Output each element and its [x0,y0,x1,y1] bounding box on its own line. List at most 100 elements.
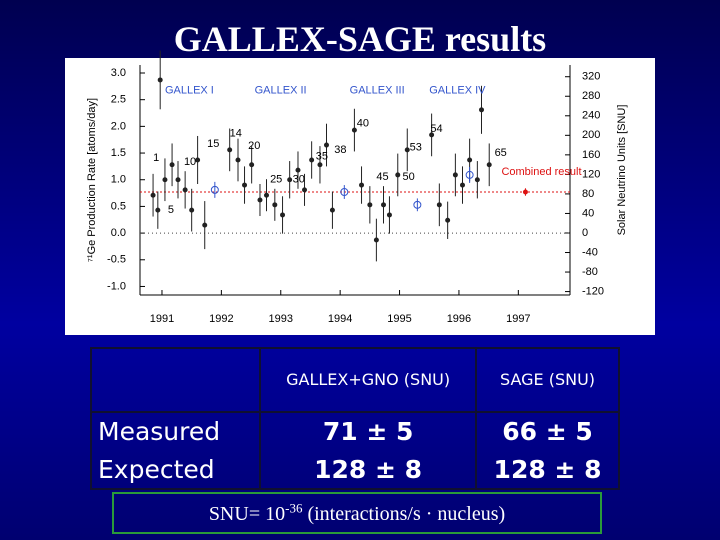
annotation: 65 [495,147,507,159]
point [309,157,315,163]
combined-label: Combined result [501,166,581,178]
point [452,172,458,178]
point [359,182,365,188]
x-tick-label: 1993 [269,313,293,325]
header-cell: SAGE (SNU) [475,346,620,414]
point [210,185,219,194]
slide-title: GALLEX-SAGE results [173,19,547,59]
point [479,107,485,113]
value-cell: 128 ± 8 [259,450,478,491]
point [257,197,263,203]
results-table: GALLEX+GNO (SNU) SAGE (SNU) Measured 71 … [89,346,620,491]
x-tick-label: 1991 [150,313,174,325]
point [373,237,379,243]
point [386,212,392,218]
y-tick-label: 3.0 [111,67,126,79]
y-tick-label: 0.0 [111,227,126,239]
y2-tick-label: 80 [582,188,594,200]
point [436,202,442,208]
annotation: 5 [168,204,174,216]
x-tick-label: 1994 [328,313,352,325]
y2-axis-label: Solar Neutrino Units [SNU] [616,105,628,236]
point [413,200,422,209]
footnote-text: (interactions/s · nucleus) [302,503,506,525]
point [351,127,357,133]
footnote-text: SNU= 10 [208,503,286,525]
annotation: 50 [403,171,415,183]
point [467,157,473,163]
point [182,187,188,193]
point [202,222,208,228]
point [280,212,286,218]
y2-tick-label: -80 [582,266,598,278]
annotation: 14 [230,128,242,140]
y2-tick-label: 40 [582,207,594,219]
annotation: 53 [410,142,422,154]
point [242,182,248,188]
point [157,77,163,83]
point [162,177,168,183]
point [287,177,293,183]
point [367,202,373,208]
point [155,207,161,213]
y2-tick-label: -120 [582,285,604,297]
y-tick-label: 2.0 [111,120,126,132]
annotation: 15 [207,138,219,150]
y-tick-label: 1.0 [111,174,126,186]
y2-tick-label: 120 [582,168,600,180]
y2-tick-label: 160 [582,149,600,161]
annotation: 35 [316,151,328,163]
point [323,142,329,148]
point [329,207,335,213]
annotation: 1 [153,152,159,164]
point [169,162,175,168]
point [295,167,301,173]
point [381,202,387,208]
row-label: Measured [89,411,262,451]
empty-cell [89,346,262,414]
point [195,157,201,163]
y-axis-label: ⁷¹Ge Production Rate [atoms/day] [86,98,98,262]
chart-background [65,58,655,335]
y-tick-label: -1.0 [107,280,126,292]
point [175,177,181,183]
value-cell: 128 ± 8 [475,450,620,491]
point [302,187,308,193]
point [150,192,156,198]
point [522,189,528,195]
annotation: GALLEX III [350,85,405,97]
footnote: SNU= 10-36 (interactions/s · nucleus) [112,492,602,534]
point [249,162,255,168]
annotation: 45 [376,171,388,183]
annotation: GALLEX IV [429,85,486,97]
point [429,132,435,138]
annotation: 54 [430,123,442,135]
y-tick-label: 0.5 [111,200,126,212]
annotation: 30 [293,174,305,186]
y-tick-label: 2.5 [111,94,126,106]
value-cell: 66 ± 5 [475,411,620,451]
point [189,207,195,213]
y2-tick-label: 280 [582,90,600,102]
y2-tick-label: 240 [582,110,600,122]
annotation: GALLEX II [255,85,307,97]
header-cell: GALLEX+GNO (SNU) [259,346,478,414]
point [474,177,480,183]
y-tick-label: -0.5 [107,254,126,266]
annotation: 38 [334,144,346,156]
point [395,172,401,178]
x-tick-label: 1996 [447,313,471,325]
point [272,202,278,208]
x-tick-label: 1997 [506,313,530,325]
point [486,162,492,168]
annotation: GALLEX I [165,85,214,97]
point [340,188,349,197]
y-tick-label: 1.5 [111,147,126,159]
point [227,147,233,153]
point [465,170,474,179]
point [445,217,451,223]
point [264,192,270,198]
y2-tick-label: 0 [582,227,588,239]
